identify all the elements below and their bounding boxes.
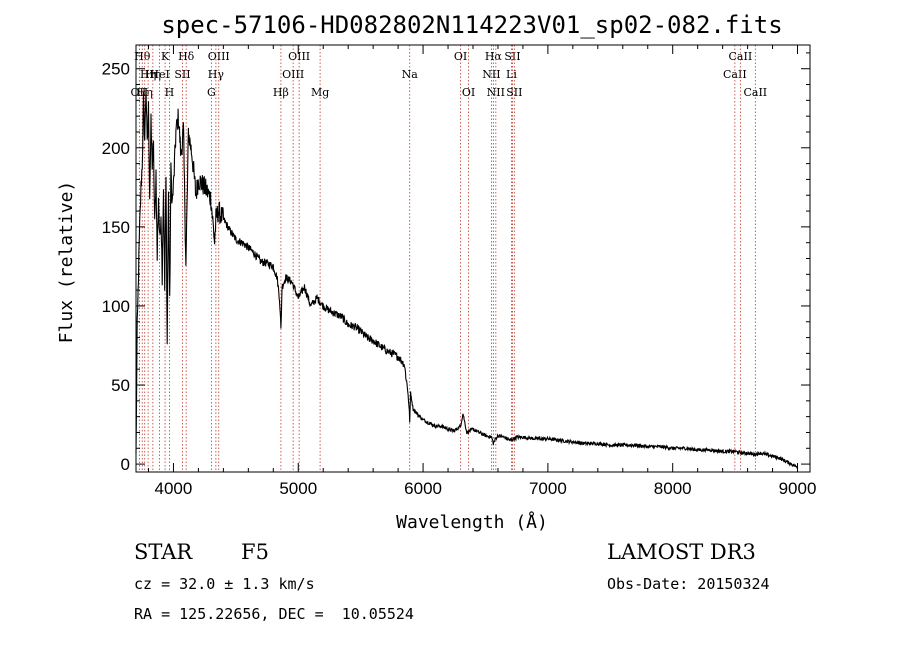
spectral-line-label: OIII: [288, 50, 310, 63]
y-axis-label: Flux (relative): [56, 181, 77, 344]
spectral-line-label: Hδ: [178, 50, 195, 63]
spectral-line-label: Hγ: [208, 68, 225, 81]
x-tick-label: 4000: [155, 479, 193, 498]
object-subclass: F5: [241, 540, 269, 564]
spectral-line-label: OI: [462, 86, 475, 99]
x-axis-label: Wavelength (Å): [396, 511, 548, 533]
spectral-line-label: H: [165, 86, 175, 99]
spectral-line-label: NII: [482, 68, 500, 81]
spectral-line-label: HeI: [149, 68, 169, 81]
redshift-cz: cz = 32.0 ± 1.3 km/s: [134, 575, 315, 593]
plot-frame: [135, 44, 811, 473]
spectral-line-label: Li: [506, 68, 517, 81]
y-tick-label: 200: [102, 139, 130, 158]
y-tick-label: 100: [102, 297, 130, 316]
chart-title: spec-57106-HD082802N114223V01_sp02-082.f…: [161, 11, 782, 39]
observation-date: Obs-Date: 20150324: [607, 575, 770, 593]
x-tick-label: 6000: [404, 479, 442, 498]
spectral-line-label: CaII: [729, 50, 753, 63]
spectral-line-label: NII: [487, 86, 505, 99]
x-tick-label: 9000: [779, 479, 817, 498]
axis-ticks: 4000 5000 6000 7000 8000 9000 0 50 100 150 200 250: [102, 45, 817, 498]
spectral-line-label: CaII: [743, 86, 767, 99]
spectral-line-label: Hβ: [273, 86, 289, 99]
y-tick-label: 150: [102, 218, 130, 237]
spectral-line-label: Hη: [145, 68, 161, 81]
spectral-line-label: Hη: [140, 68, 156, 81]
spectrum-line: [135, 89, 799, 470]
spectral-line-label: Hα: [485, 50, 503, 63]
coordinates: RA = 125.22656, DEC = 10.05524: [134, 605, 414, 623]
spectral-line-label: SII: [504, 50, 520, 63]
spectral-line-label: OI: [454, 50, 467, 63]
x-tick-label: 5000: [279, 479, 317, 498]
spectral-line-label: Mg: [311, 86, 329, 99]
spectral-line-label: SII: [174, 68, 190, 81]
y-tick-label: 50: [111, 376, 130, 395]
y-tick-label: 250: [102, 60, 130, 79]
spectral-line-label: G: [207, 86, 216, 99]
spectral-line-label: OIII: [208, 50, 230, 63]
spectral-line-label: OIII: [282, 68, 304, 81]
spectral-line-label: K: [161, 50, 170, 63]
y-tick-label: 0: [121, 455, 130, 474]
survey-name: LAMOST DR3: [607, 540, 756, 564]
spectral-line-label: Hη: [137, 86, 153, 99]
object-class: STAR: [134, 540, 193, 564]
spectral-lines: OIIHθHηHηHηHeIKHSIIHδGHγOIIIHβOIIIOIIIMg…: [131, 45, 767, 472]
spectral-line-label: CaII: [723, 68, 747, 81]
x-tick-label: 8000: [654, 479, 692, 498]
x-tick-label: 7000: [529, 479, 567, 498]
spectral-line-label: Na: [402, 68, 419, 81]
spectral-line-label: SII: [506, 86, 522, 99]
